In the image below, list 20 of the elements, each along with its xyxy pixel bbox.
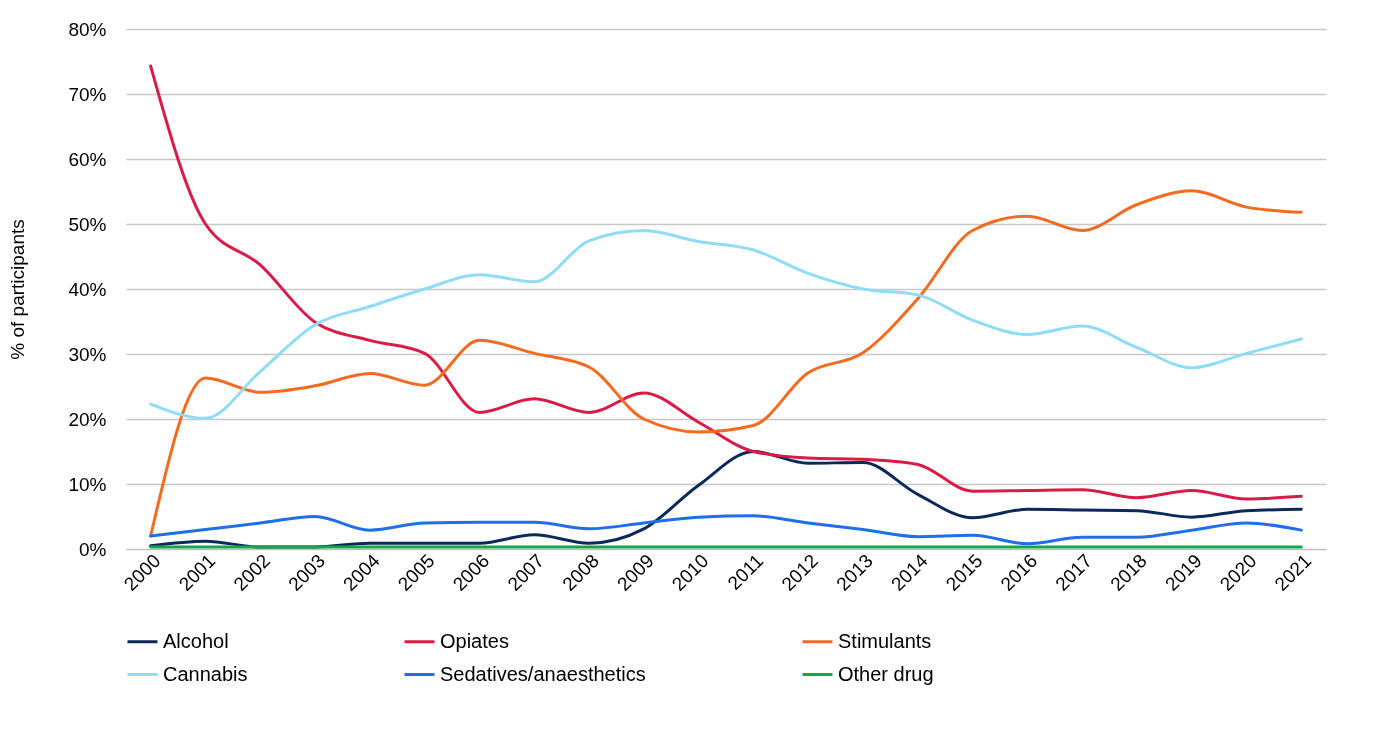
legend-label: Stimulants: [838, 629, 932, 652]
line-series: [149, 229, 1303, 420]
legend-label: Opiates: [440, 629, 509, 652]
legend-label: Alcohol: [163, 629, 229, 652]
line-series: [149, 64, 1303, 501]
legend-label: Other drug: [838, 662, 934, 685]
y-axis-title: % of participants: [7, 219, 29, 360]
y-tick-label: 10%: [68, 473, 107, 495]
y-tick-label: 30%: [68, 343, 107, 365]
y-tick-label: 70%: [68, 83, 107, 105]
y-tick-label: 0%: [79, 538, 107, 560]
legend-label: Sedatives/anaesthetics: [440, 662, 646, 685]
y-tick-label: 50%: [68, 213, 107, 235]
legend-label: Cannabis: [163, 662, 248, 685]
line-series: [149, 189, 1303, 538]
line-series: [149, 514, 1303, 546]
y-tick-label: 20%: [68, 408, 107, 430]
y-tick-label: 60%: [68, 148, 107, 170]
y-tick-label: 40%: [68, 278, 107, 300]
y-tick-label: 80%: [68, 18, 107, 40]
